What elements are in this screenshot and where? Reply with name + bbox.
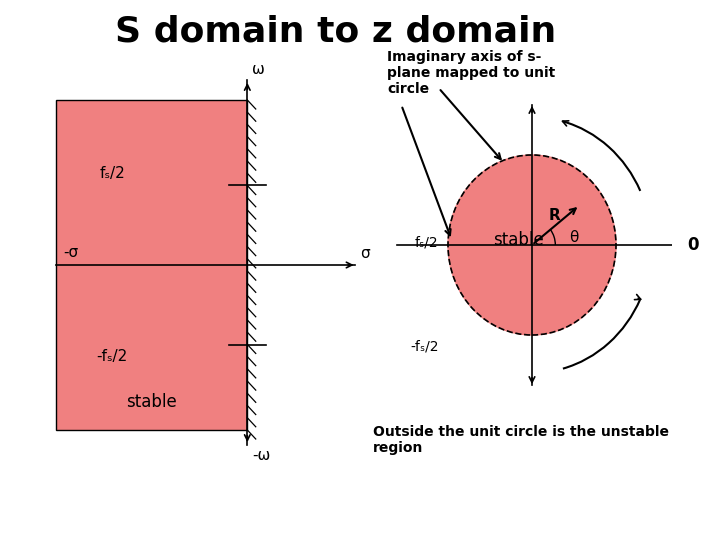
Text: -fₛ/2: -fₛ/2 (410, 340, 438, 354)
Text: -ω: -ω (252, 448, 270, 463)
Circle shape (448, 155, 616, 335)
Text: -σ: -σ (63, 245, 78, 260)
Text: 0: 0 (687, 236, 698, 254)
Text: Outside the unit circle is the unstable
region: Outside the unit circle is the unstable … (374, 425, 670, 455)
Text: stable: stable (492, 231, 544, 249)
Text: ω: ω (252, 62, 265, 77)
Text: stable: stable (126, 393, 177, 411)
Text: Imaginary axis of s-
plane mapped to unit
circle: Imaginary axis of s- plane mapped to uni… (387, 50, 556, 97)
Text: fₛ/2: fₛ/2 (415, 236, 438, 250)
Text: S domain to z domain: S domain to z domain (115, 15, 557, 49)
Text: fₛ/2: fₛ/2 (99, 166, 125, 181)
Text: R: R (549, 207, 561, 222)
Text: θ: θ (570, 230, 579, 245)
Bar (56, 100, 248, 430)
Text: σ: σ (360, 246, 370, 261)
Text: -fₛ/2: -fₛ/2 (96, 349, 127, 364)
